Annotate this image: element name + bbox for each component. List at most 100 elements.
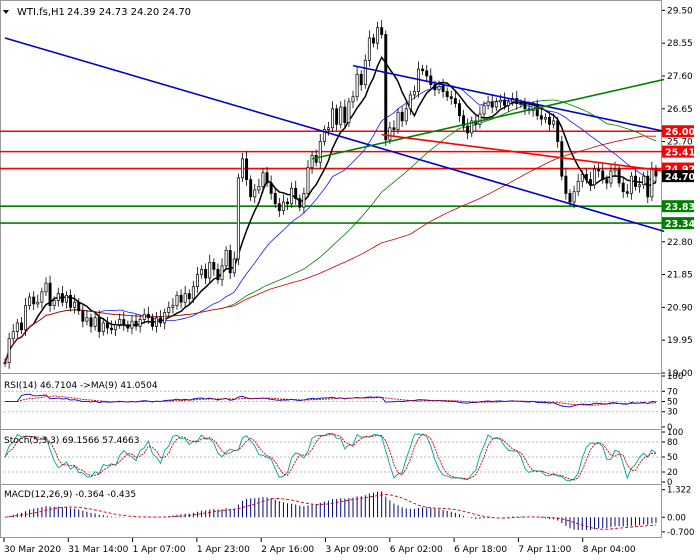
candle-body [372, 37, 375, 44]
macd-pane[interactable] [4, 491, 657, 531]
time-tick-label: 31 Mar 14:00 [68, 545, 128, 555]
price-pane[interactable] [0, 20, 665, 369]
candle-body [437, 85, 441, 91]
candle-body [253, 189, 257, 198]
candle-body [44, 282, 48, 293]
candle-body [306, 167, 310, 194]
price-axis: 29.5028.5527.6026.6525.7024.7523.8022.80… [662, 6, 695, 538]
price-level-label: 23.83 [665, 202, 695, 213]
candle-body [482, 104, 486, 115]
candle-body [52, 300, 56, 307]
candle-body [625, 191, 629, 194]
macd-tick-label: 1.322 [667, 486, 691, 496]
candle-body [318, 141, 322, 163]
candle-body [543, 117, 547, 120]
candle-body [412, 91, 416, 96]
time-axis: 30 Mar 2020 31 Mar 14:00 1 Apr 07:00 1 Apr … [3, 538, 636, 555]
candle-body [294, 187, 298, 199]
candle-body [277, 203, 281, 212]
candle-body [359, 73, 363, 85]
candle-body [650, 168, 654, 198]
candle-body [89, 317, 93, 327]
candle-body [187, 293, 191, 300]
candle-body [114, 324, 118, 331]
time-tick-label: 6 Apr 02:00 [390, 545, 443, 555]
candle-body [441, 85, 445, 92]
oscillator-tick-label: 0 [667, 423, 672, 433]
candle-body [220, 265, 224, 281]
time-tick-label: 2 Apr 16:00 [261, 545, 314, 555]
candle-body [642, 175, 646, 186]
candle-body [609, 170, 613, 184]
candle-body [150, 317, 154, 327]
candle-body [347, 101, 351, 123]
candle-body [449, 96, 453, 99]
macd-tick-label: 0.00 [667, 513, 686, 523]
candle-body [138, 319, 142, 327]
candle-body [130, 320, 134, 329]
candle-body [204, 269, 208, 279]
candle-body [269, 182, 273, 194]
candle-body [60, 293, 64, 303]
candle-body [208, 262, 212, 279]
candle-body [601, 170, 605, 180]
candle-body [97, 317, 101, 332]
candle-body [183, 293, 187, 303]
candle-body [548, 117, 551, 125]
candle-body [241, 158, 244, 179]
candle-body [179, 294, 183, 303]
stoch-pane[interactable] [0, 433, 662, 482]
candle-body [404, 108, 408, 122]
candle-body [564, 175, 568, 194]
candle-body [494, 101, 498, 108]
candle-body [335, 108, 339, 125]
time-tick-label: 1 Apr 23:00 [197, 545, 250, 555]
candle-body [535, 104, 539, 117]
candle-body [32, 296, 36, 305]
rsi-pane[interactable] [0, 390, 662, 413]
candle-body [363, 60, 367, 85]
candle-body [580, 174, 584, 182]
candle-body [122, 319, 126, 325]
candle-body [621, 182, 625, 193]
candle-body [490, 101, 494, 108]
candle-body [326, 127, 330, 130]
candle-body [539, 115, 543, 120]
candle-body [376, 27, 380, 44]
oscillator-tick-label: 80 [667, 438, 678, 448]
candle-body [433, 84, 437, 91]
candle-body [11, 331, 15, 339]
oscillator-line [5, 395, 657, 406]
candle-body [584, 174, 588, 180]
price-tick-label: 21.85 [667, 271, 693, 281]
time-tick-label: 7 Apr 11:00 [518, 545, 571, 555]
chart-header: WTI.fs,H1 24.39 24.73 24.20 24.70 [3, 7, 191, 18]
trend-line [381, 133, 665, 172]
ohlc-values: 24.39 24.73 24.20 24.70 [67, 7, 191, 18]
time-tick-label: 1 Apr 07:00 [133, 545, 186, 555]
candle-body [576, 180, 580, 193]
price-level-badge [662, 145, 694, 158]
moving-average-line [4, 135, 656, 363]
candle-body [3, 362, 7, 364]
candle-body [64, 294, 68, 303]
candle-body [195, 274, 199, 288]
stoch-label: Stoch(5,3,3) 69.1566 57.4663 [4, 436, 139, 446]
candle-body [224, 250, 228, 267]
candle-body [105, 322, 109, 329]
candle-body [200, 269, 204, 275]
candle-body [421, 68, 425, 72]
macd-tick-label: -0.700 [667, 528, 694, 538]
price-level-badge [662, 125, 694, 138]
oscillator-tick-label: 100 [667, 428, 683, 438]
price-level-label: 24.70 [665, 172, 695, 183]
candle-body [228, 250, 232, 274]
time-tick-label: 8 Apr 04:00 [583, 545, 636, 555]
macd-label: MACD(12,26,9) -0.364 -0.435 [4, 490, 136, 500]
price-level-label: 24.92 [665, 165, 695, 176]
candle-body [392, 127, 396, 130]
price-tick-label: 28.55 [667, 39, 693, 49]
oscillator-tick-label: 50 [667, 398, 678, 408]
oscillator-tick-label: 70 [667, 387, 678, 397]
